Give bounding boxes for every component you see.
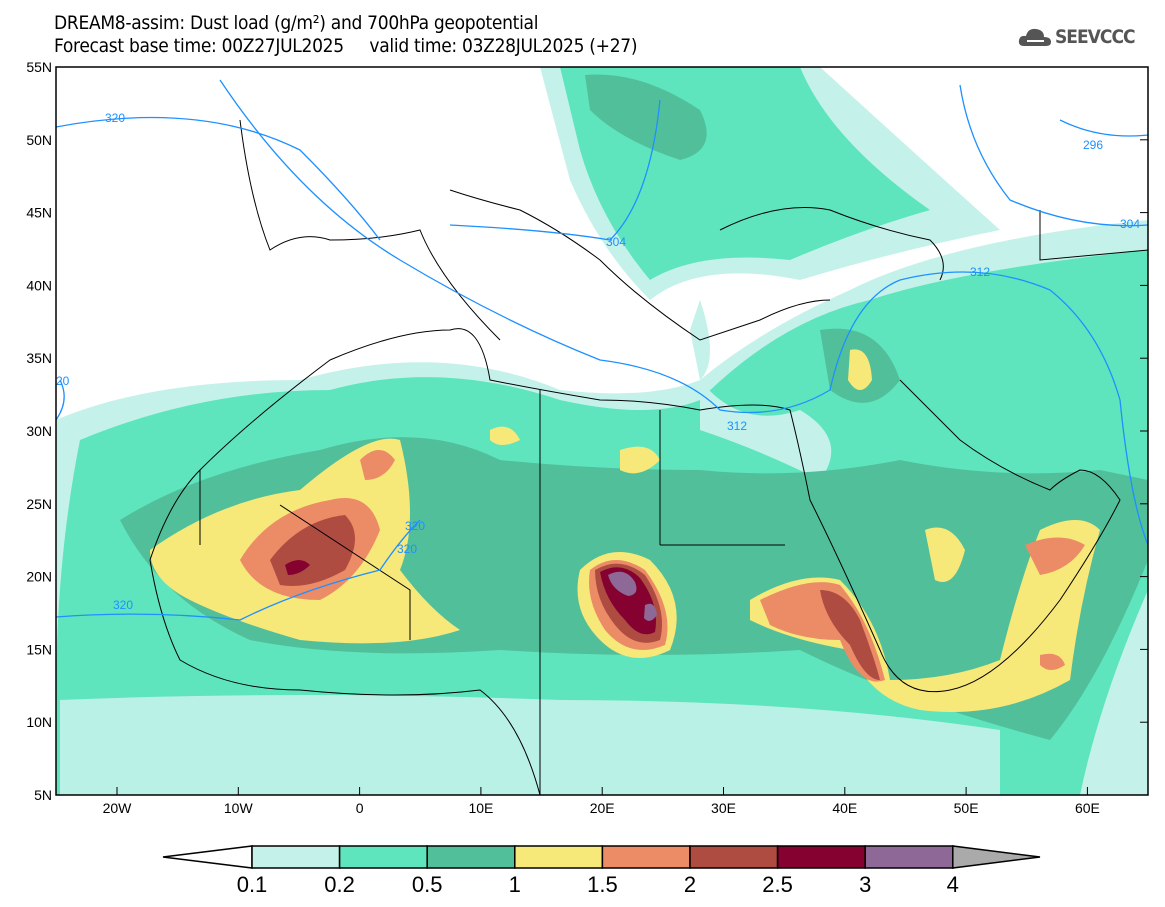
seevccc-logo: SEEVCCC bbox=[1018, 26, 1136, 48]
coastlines bbox=[149, 119, 1148, 795]
chart-title: DREAM8-assim: Dust load (g/m²) and 700hP… bbox=[54, 12, 539, 34]
contour-labels: 320 320 320 320 304 312 312 296 304 20 bbox=[56, 111, 1140, 612]
lon-label: 60E bbox=[1075, 800, 1100, 816]
lat-label: 20N bbox=[26, 569, 52, 585]
lon-label: 40E bbox=[832, 800, 857, 816]
lat-label: 40N bbox=[26, 277, 52, 293]
lon-label: 50E bbox=[954, 800, 979, 816]
colorbar-label: 0.1 bbox=[236, 872, 268, 897]
colorbar-label: 2.5 bbox=[762, 872, 793, 897]
dust-field-08 bbox=[608, 571, 657, 621]
lon-label: 20E bbox=[590, 800, 615, 816]
lat-axis: 55N 50N 45N 40N 35N 30N 25N 20N 15N 10N 5N bbox=[26, 59, 1148, 803]
contour-label: 320 bbox=[113, 598, 133, 612]
lat-label: 35N bbox=[26, 350, 52, 366]
lat-label: 45N bbox=[26, 205, 52, 221]
colorbar-label: 0.2 bbox=[324, 872, 355, 897]
colorbar-swatch bbox=[338, 845, 428, 869]
geopotential-contours bbox=[56, 79, 1148, 621]
lon-label: 30E bbox=[711, 800, 736, 816]
colorbar-label: 1.5 bbox=[587, 872, 618, 897]
colorbar-label: 2 bbox=[683, 872, 697, 897]
colorbar-swatch bbox=[514, 845, 604, 869]
contour-label: 320 bbox=[405, 519, 425, 533]
contour-label: 312 bbox=[727, 419, 747, 433]
lat-label: 55N bbox=[26, 59, 52, 75]
colorbar-swatch bbox=[426, 845, 516, 869]
colorbar-swatch bbox=[601, 845, 691, 869]
colorbar-swatch bbox=[251, 845, 341, 869]
lat-label: 50N bbox=[26, 132, 52, 148]
colorbar-label: 4 bbox=[946, 872, 959, 897]
lon-label: 0 bbox=[356, 800, 364, 816]
lat-label: 15N bbox=[26, 641, 52, 657]
contour-label: 320 bbox=[397, 542, 417, 556]
colorbar-swatch bbox=[776, 845, 866, 869]
lon-axis: 20W 10W 0 10E 20E 30E 40E 50E 60E bbox=[103, 787, 1100, 816]
contour-label: 296 bbox=[1083, 138, 1103, 152]
lat-label: 10N bbox=[26, 714, 52, 730]
contour-label: 20 bbox=[56, 374, 70, 388]
colorbar-swatch bbox=[864, 845, 954, 869]
lon-label: 10W bbox=[224, 800, 254, 816]
cloud-icon bbox=[1018, 28, 1051, 46]
colorbar-swatch bbox=[689, 845, 779, 869]
lon-label: 10E bbox=[468, 800, 493, 816]
logo-text: SEEVCCC bbox=[1055, 26, 1136, 48]
colorbar-low-extension bbox=[162, 845, 253, 869]
lon-label: 20W bbox=[103, 800, 133, 816]
chart-subtitle: Forecast base time: 00Z27JUL2025 valid t… bbox=[54, 35, 638, 57]
colorbar-label: 1 bbox=[508, 872, 521, 897]
contour-label: 320 bbox=[105, 111, 125, 125]
lat-label: 5N bbox=[34, 787, 52, 803]
lat-label: 30N bbox=[26, 423, 52, 439]
colorbar-high-extension bbox=[952, 845, 1041, 869]
colorbar-label: 0.5 bbox=[411, 872, 443, 897]
lat-label: 25N bbox=[26, 496, 52, 512]
contour-label: 304 bbox=[606, 235, 626, 249]
contour-label: 312 bbox=[970, 265, 990, 279]
colorbar-label: 3 bbox=[859, 872, 872, 897]
contour-label: 304 bbox=[1120, 217, 1140, 231]
